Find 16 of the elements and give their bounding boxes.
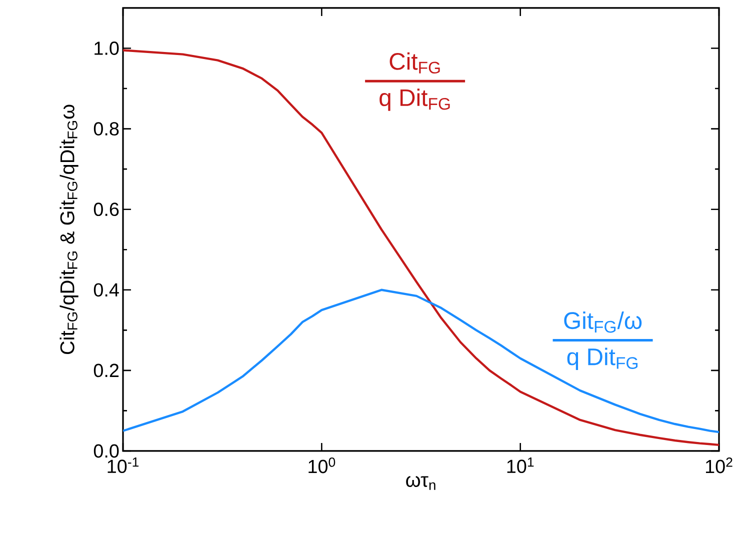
x-tick-label: 10$^{1}$ [507, 458, 534, 474]
annotation: q Dit$_{FG}$ [380, 88, 450, 111]
annotation: Cit$_{FG}$ [390, 52, 440, 74]
y-tick-label: 0.4 [94, 283, 119, 297]
text: Cit$_{FG}$/qDit$_{FG}$ & Git$_{FG}$/qDit$_{FG}$ω [60, 104, 78, 354]
y-tick-label: 0.8 [94, 122, 119, 136]
annotation: q Dit$_{FG}$ [567, 348, 638, 370]
y-tick-label: 1.0 [94, 42, 119, 55]
x-tick-label: 10$^{0}$ [308, 458, 336, 474]
x-axis-title: ωτ$_{n}$ [406, 476, 436, 490]
y-tick-label: 0.0 [94, 444, 119, 458]
y-tick-label: 0.6 [94, 202, 119, 216]
x-tick-label: 10$^{2}$ [706, 458, 732, 474]
y-tick-label: 0.2 [94, 364, 119, 378]
annotation: Git$_{FG}$/ω [564, 312, 642, 333]
x-tick-label: 10$^{-1}$ [108, 458, 139, 474]
